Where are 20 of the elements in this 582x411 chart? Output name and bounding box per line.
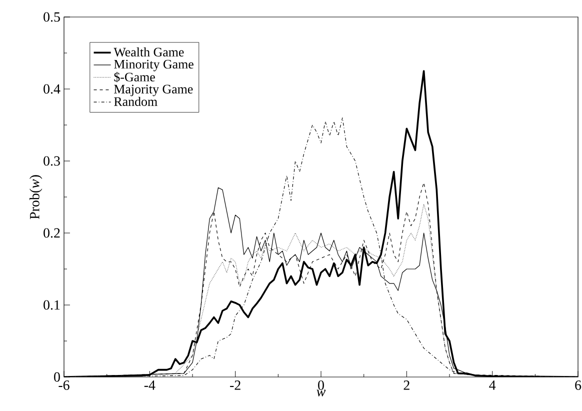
legend-label: Random bbox=[114, 96, 158, 106]
y-tick-label: 0 bbox=[54, 372, 60, 382]
legend-label: Wealth Game bbox=[114, 47, 184, 57]
x-tick-label: 2 bbox=[404, 380, 410, 390]
x-tick-label: 6 bbox=[575, 380, 582, 390]
x-tick-label: 0 bbox=[318, 380, 324, 390]
x-tick-label: -6 bbox=[58, 380, 70, 390]
y-tick-label: 0.5 bbox=[44, 12, 60, 22]
y-tick-label: 0.2 bbox=[44, 228, 60, 238]
x-tick-label: 4 bbox=[489, 380, 496, 390]
y-axis-title: Prob(w) bbox=[30, 175, 42, 220]
legend-label: $-Game bbox=[114, 72, 155, 82]
legend-label: Majority Game bbox=[114, 84, 193, 96]
y-tick-label: 0.4 bbox=[44, 84, 60, 94]
y-tick-label: 0.1 bbox=[44, 300, 60, 310]
x-tick-label: -4 bbox=[144, 380, 156, 390]
legend-label: Minority Game bbox=[114, 60, 194, 72]
y-tick-label: 0.3 bbox=[44, 156, 60, 166]
x-axis-title: w bbox=[316, 390, 326, 396]
x-tick-label: -2 bbox=[230, 380, 240, 390]
